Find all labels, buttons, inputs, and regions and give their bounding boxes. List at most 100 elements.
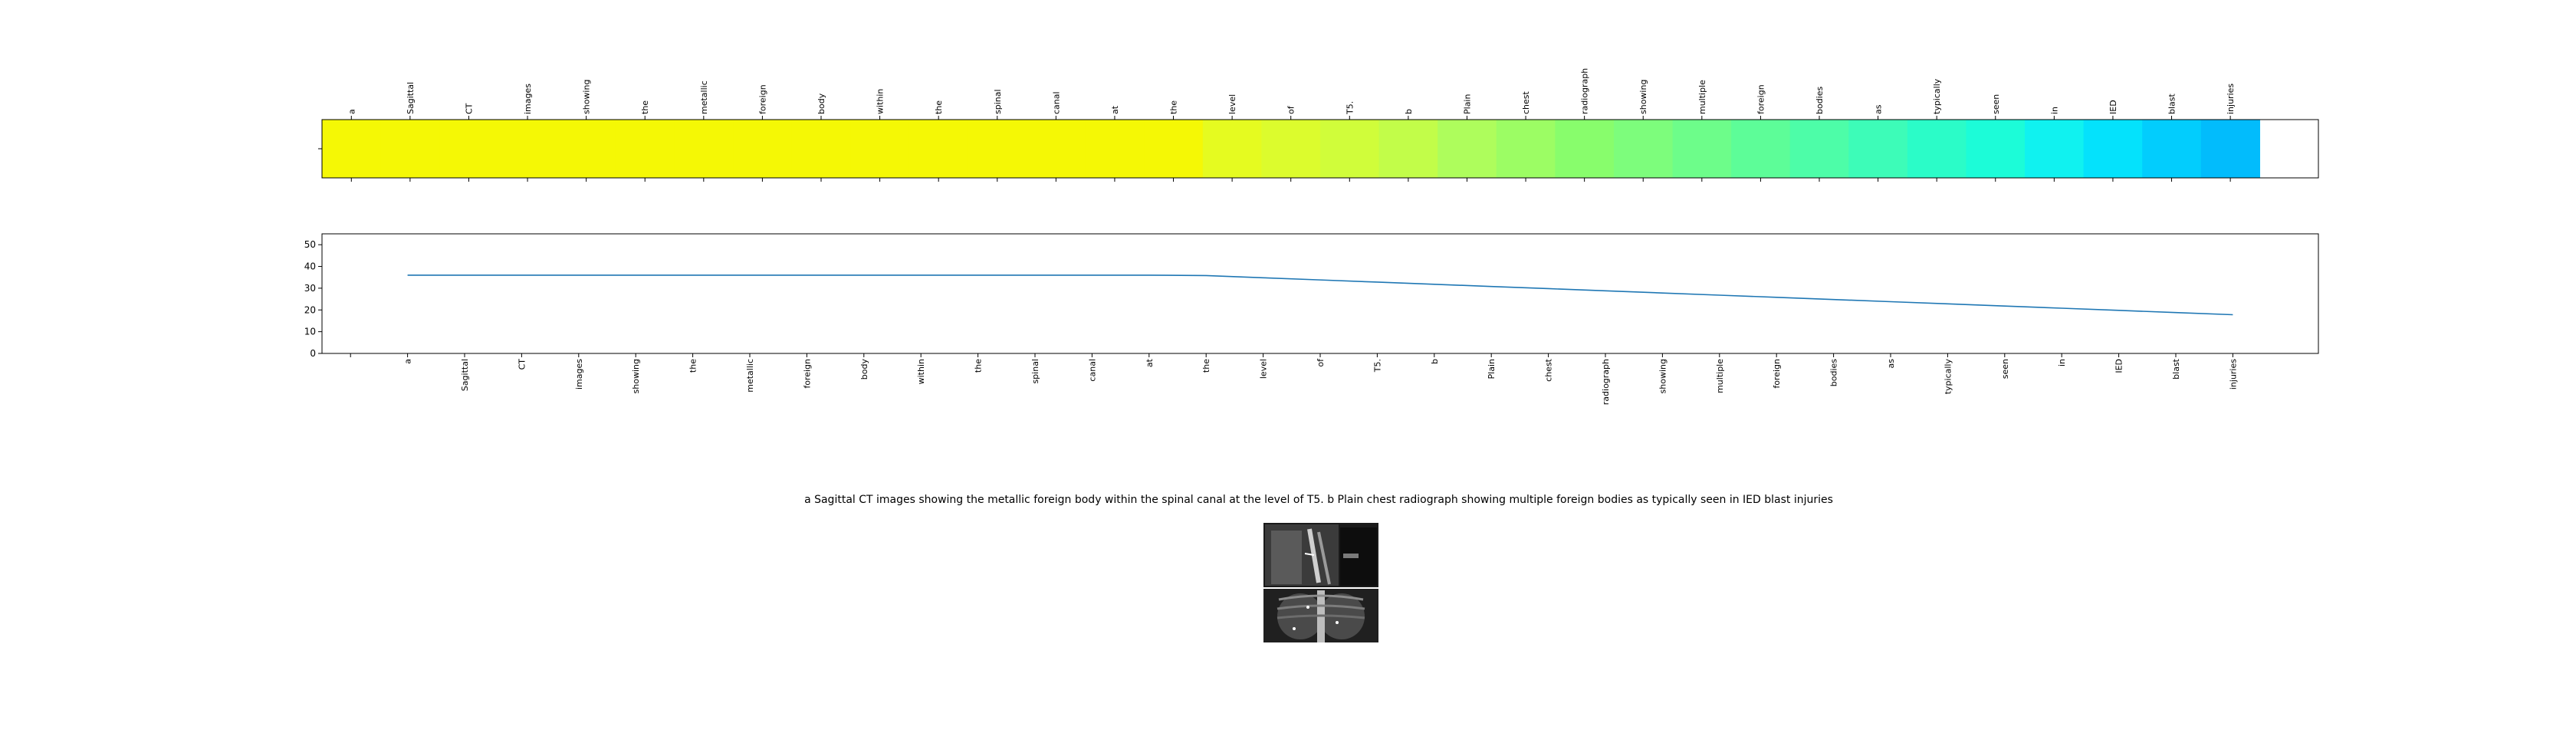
heatmap-cell: [1261, 120, 1321, 178]
x-tick-label: injuries: [2228, 359, 2238, 389]
heatmap-cell: [850, 120, 910, 178]
heatmap-cell: [498, 120, 557, 178]
x-tick-label: bodies: [1829, 359, 1839, 387]
x-tick-label: b: [1430, 359, 1440, 364]
heatmap-token-label: CT: [464, 103, 474, 114]
x-tick-label: showing: [631, 359, 641, 393]
x-tick-label: the: [1201, 359, 1211, 373]
y-tick-label: 10: [304, 327, 316, 337]
heatmap-token-label: level: [1227, 94, 1237, 114]
x-tick-label: typically: [1943, 359, 1953, 395]
heatmap-token-label: blast: [2167, 93, 2177, 114]
x-tick-label: T5.: [1372, 359, 1382, 373]
heatmap-cell: [1202, 120, 1263, 178]
line-frame: [321, 233, 2319, 354]
heatmap-cell: [2200, 120, 2261, 178]
heatmap-cell: [2142, 120, 2202, 178]
heatmap-cell: [1731, 120, 1791, 178]
heatmap-cell: [733, 120, 793, 178]
heatmap-cell: [791, 120, 851, 178]
heatmap-token-label: canal: [1051, 91, 1061, 114]
heatmap-token-label: showing: [1638, 80, 1648, 114]
heatmap-token-label: a: [347, 109, 356, 114]
heatmap-token-label: T5.: [1345, 101, 1355, 115]
y-tick-label: 20: [304, 304, 316, 315]
heatmap-cell: [322, 120, 382, 178]
x-tick-label: multiple: [1715, 359, 1725, 393]
x-tick-label: body: [859, 359, 869, 380]
figure-thumbnails: [1263, 523, 1378, 644]
heatmap-cell: [1378, 120, 1438, 178]
heatmap-token-label: the: [640, 100, 650, 114]
heatmap-cell: [557, 120, 616, 178]
heatmap-cell: [968, 120, 1027, 178]
heatmap-token-label: Sagittal: [406, 82, 416, 114]
heatmap-cell: [2025, 120, 2085, 178]
heatmap-token-label: bodies: [1815, 86, 1825, 114]
x-tick-label: showing: [1658, 359, 1668, 393]
heatmap-token-label: multiple: [1697, 80, 1707, 114]
heatmap-token-label: metallic: [699, 80, 709, 114]
heatmap-cell: [1438, 120, 1497, 178]
y-tick-label: 0: [310, 348, 316, 359]
heatmap-cell: [1966, 120, 2026, 178]
heatmap-token-label: images: [523, 84, 533, 114]
line-series: [407, 274, 2233, 316]
heatmap-cell: [1789, 120, 1849, 178]
x-tick-label: at: [1145, 358, 1155, 367]
heatmap-cell: [1496, 120, 1556, 178]
heatmap-cell: [1907, 120, 1967, 178]
heatmap-cell: [1848, 120, 1908, 178]
x-tick-label: chest: [1544, 358, 1554, 382]
heatmap-token-label: as: [1874, 104, 1884, 114]
chest-radiograph-image: [1263, 589, 1378, 642]
heatmap-cell: [1672, 120, 1732, 178]
heatmap-token-label: radiograph: [1580, 68, 1590, 114]
y-tick-label: 40: [304, 261, 316, 272]
heatmap-cell: [2083, 120, 2143, 178]
x-tick-label: foreign: [1772, 359, 1782, 389]
heatmap-cell: [1613, 120, 1674, 178]
heatmap-token-label: injuries: [2226, 84, 2236, 114]
heatmap-cell: [439, 120, 499, 178]
figure-caption: a Sagittal CT images showing the metalli…: [804, 494, 1833, 506]
x-tick-label: Plain: [1487, 359, 1497, 379]
heatmap-token-label: the: [1169, 100, 1179, 114]
x-tick-label: IED: [2114, 359, 2124, 373]
heatmap-token-label: within: [876, 89, 886, 114]
x-tick-label: in: [2057, 359, 2067, 366]
heatmap-token-label: b: [1404, 109, 1414, 114]
y-tick-label: 50: [304, 239, 316, 250]
x-tick-label: metallic: [745, 359, 755, 393]
heatmap-token-label: foreign: [757, 84, 767, 114]
heatmap-token-label: spinal: [993, 89, 1003, 114]
x-tick-label: seen: [2000, 359, 2010, 379]
x-tick-label: CT: [517, 359, 527, 370]
heatmap-cell: [1027, 120, 1086, 178]
heatmap-token-label: body: [816, 93, 826, 114]
x-tick-label: Sagittal: [460, 359, 470, 391]
heatmap-token-label: in: [2049, 107, 2059, 114]
heatmap-cell: [909, 120, 969, 178]
heatmap-cell: [1085, 120, 1145, 178]
y-tick-label: 30: [304, 283, 316, 294]
heatmap-cell: [380, 120, 440, 178]
heatmap-token-label: IED: [2108, 100, 2118, 114]
token-heatmap: a Sagittal CT images showing the metallic forei…: [318, 68, 2319, 182]
x-tick-label: canal: [1087, 359, 1097, 382]
heatmap-token-label: Plain: [1462, 94, 1472, 114]
x-tick-label: a: [403, 359, 413, 364]
heatmap-cell: [1144, 120, 1204, 178]
heatmap-token-label: of: [1286, 105, 1296, 114]
x-tick-label: the: [688, 359, 698, 373]
heatmap-token-label: seen: [1991, 94, 2001, 114]
token-line-chart: 0 10 20 30 40 50 a Sagittal CT images showing the me…: [304, 233, 2319, 405]
heatmap-token-label: at: [1110, 105, 1120, 114]
x-tick-label: foreign: [802, 359, 812, 389]
heatmap-cell: [1555, 120, 1615, 178]
x-tick-label: blast: [2171, 358, 2181, 380]
heatmap-token-label: showing: [582, 80, 592, 114]
heatmap-token-label: typically: [1932, 78, 1942, 114]
x-tick-label: images: [574, 359, 584, 389]
